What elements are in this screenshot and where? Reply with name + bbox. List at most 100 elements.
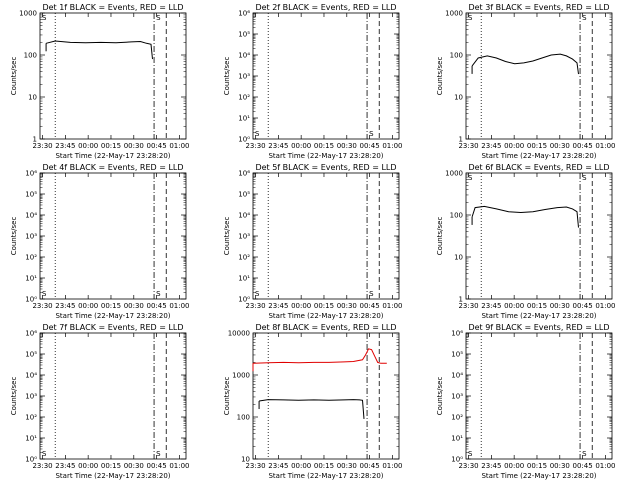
plot-frame bbox=[465, 332, 613, 460]
y-tick-label: 100 bbox=[450, 212, 463, 220]
chart-panel-5: Det 5f BLACK = Events, RED = LLD Start Ti… bbox=[223, 163, 403, 320]
y-axis-label: Counts/sec bbox=[10, 377, 18, 416]
plot-frame bbox=[39, 172, 187, 300]
x-tick-label: 00:30 bbox=[337, 302, 357, 310]
x-tick-label: 23:30 bbox=[245, 462, 265, 470]
x-tick-label: 00:30 bbox=[550, 142, 570, 150]
x-tick-label: 23:45 bbox=[481, 462, 501, 470]
plot-frame bbox=[465, 172, 613, 300]
x-tick-label: 23:45 bbox=[268, 462, 288, 470]
x-tick-label: 01:00 bbox=[382, 302, 402, 310]
y-tick-label: 10² bbox=[25, 414, 37, 422]
chart-title: Det 8f BLACK = Events, RED = LLD bbox=[255, 323, 396, 332]
x-tick-label: 00:15 bbox=[314, 142, 334, 150]
y-tick-label: 1000 bbox=[445, 10, 463, 18]
x-tick-label: 00:45 bbox=[147, 462, 167, 470]
x-tick-label: 00:15 bbox=[314, 462, 334, 470]
x-tick-label: 23:45 bbox=[55, 142, 75, 150]
chart-panel-1: Det 1f BLACK = Events, RED = LLD Start Ti… bbox=[10, 3, 190, 160]
plot-frame bbox=[39, 332, 187, 460]
y-tick-label: 10⁶ bbox=[451, 330, 463, 338]
chart-panel-3: Det 3f BLACK = Events, RED = LLD Start Ti… bbox=[436, 3, 616, 160]
y-tick-label: 10⁴ bbox=[238, 212, 250, 220]
chart-title: Det 4f BLACK = Events, RED = LLD bbox=[42, 163, 183, 172]
y-tick-label: 10¹ bbox=[451, 435, 463, 443]
x-tick-label: 23:45 bbox=[481, 302, 501, 310]
y-axis-label: Counts/sec bbox=[223, 217, 231, 256]
saa-marker: S bbox=[468, 14, 473, 22]
y-tick-label: 10⁴ bbox=[238, 52, 250, 60]
events-series-line bbox=[45, 40, 153, 60]
x-tick-label: 00:00 bbox=[291, 462, 311, 470]
y-tick-label: 10¹ bbox=[238, 115, 250, 123]
saa-marker: S bbox=[468, 174, 473, 182]
y-tick-label: 10⁰ bbox=[25, 456, 37, 464]
x-tick-label: 00:30 bbox=[337, 142, 357, 150]
y-tick-label: 10⁰ bbox=[25, 296, 37, 304]
events-series-line bbox=[471, 53, 579, 75]
y-tick-label: 10³ bbox=[238, 73, 250, 81]
saa-marker: S bbox=[582, 14, 587, 22]
saa-marker: S bbox=[42, 290, 47, 298]
chart-panel-2: Det 2f BLACK = Events, RED = LLD Start Ti… bbox=[223, 3, 403, 160]
events-series-line bbox=[259, 399, 365, 419]
y-tick-label: 10⁶ bbox=[25, 330, 37, 338]
y-tick-label: 100 bbox=[450, 52, 463, 60]
saa-marker: S bbox=[156, 290, 161, 298]
x-tick-label: 00:30 bbox=[124, 302, 144, 310]
x-tick-label: 00:45 bbox=[360, 302, 380, 310]
x-axis-label: Start Time (22-May-17 23:28:20) bbox=[55, 472, 170, 480]
x-tick-label: 01:00 bbox=[169, 142, 189, 150]
x-axis-label: Start Time (22-May-17 23:28:20) bbox=[268, 472, 383, 480]
x-axis-label: Start Time (22-May-17 23:28:20) bbox=[481, 312, 596, 320]
x-tick-label: 00:45 bbox=[573, 302, 593, 310]
y-axis-label: Counts/sec bbox=[10, 217, 18, 256]
y-tick-label: 10⁰ bbox=[238, 136, 250, 144]
plot-frame bbox=[252, 172, 400, 300]
y-tick-label: 10⁰ bbox=[451, 456, 463, 464]
x-tick-label: 01:00 bbox=[169, 302, 189, 310]
x-tick-label: 23:45 bbox=[481, 142, 501, 150]
x-tick-label: 00:45 bbox=[147, 302, 167, 310]
saa-marker: S bbox=[582, 450, 587, 458]
x-tick-label: 00:00 bbox=[504, 462, 524, 470]
y-tick-label: 10 bbox=[28, 94, 37, 102]
y-tick-label: 10³ bbox=[25, 233, 37, 241]
chart-title: Det 6f BLACK = Events, RED = LLD bbox=[468, 163, 609, 172]
y-axis-label: Counts/sec bbox=[436, 57, 444, 96]
x-tick-label: 00:00 bbox=[78, 302, 98, 310]
y-tick-label: 10² bbox=[238, 94, 250, 102]
saa-marker: S bbox=[255, 290, 260, 298]
x-tick-label: 01:00 bbox=[169, 462, 189, 470]
chart-panel-9: Det 9f BLACK = Events, RED = LLD Start Ti… bbox=[436, 323, 616, 480]
saa-marker: S bbox=[468, 450, 473, 458]
x-tick-label: 00:45 bbox=[573, 142, 593, 150]
y-tick-label: 10¹ bbox=[25, 435, 37, 443]
x-tick-label: 00:15 bbox=[527, 302, 547, 310]
chart-title: Det 9f BLACK = Events, RED = LLD bbox=[468, 323, 609, 332]
x-tick-label: 00:00 bbox=[504, 302, 524, 310]
x-tick-label: 23:30 bbox=[32, 302, 52, 310]
x-tick-label: 23:45 bbox=[268, 302, 288, 310]
x-tick-label: 01:00 bbox=[595, 302, 615, 310]
plot-frame bbox=[465, 12, 613, 140]
y-tick-label: 10⁴ bbox=[25, 212, 37, 220]
saa-marker: S bbox=[42, 14, 47, 22]
chart-panel-8: Det 8f BLACK = Events, RED = LLD Start Ti… bbox=[223, 323, 403, 480]
x-tick-label: 00:30 bbox=[337, 462, 357, 470]
x-axis-label: Start Time (22-May-17 23:28:20) bbox=[55, 312, 170, 320]
chart-title: Det 2f BLACK = Events, RED = LLD bbox=[255, 3, 396, 12]
x-axis-label: Start Time (22-May-17 23:28:20) bbox=[481, 152, 596, 160]
y-tick-label: 10⁶ bbox=[238, 170, 250, 178]
y-axis-label: Counts/sec bbox=[10, 57, 18, 96]
y-tick-label: 10³ bbox=[451, 393, 463, 401]
y-tick-label: 10³ bbox=[25, 393, 37, 401]
y-tick-label: 10 bbox=[454, 254, 463, 262]
y-tick-label: 100 bbox=[237, 414, 250, 422]
x-tick-label: 23:30 bbox=[32, 142, 52, 150]
x-tick-label: 00:30 bbox=[124, 462, 144, 470]
plot-frame bbox=[252, 332, 400, 460]
chart-title: Det 7f BLACK = Events, RED = LLD bbox=[42, 323, 183, 332]
saa-marker: S bbox=[369, 290, 374, 298]
x-tick-label: 23:45 bbox=[55, 302, 75, 310]
